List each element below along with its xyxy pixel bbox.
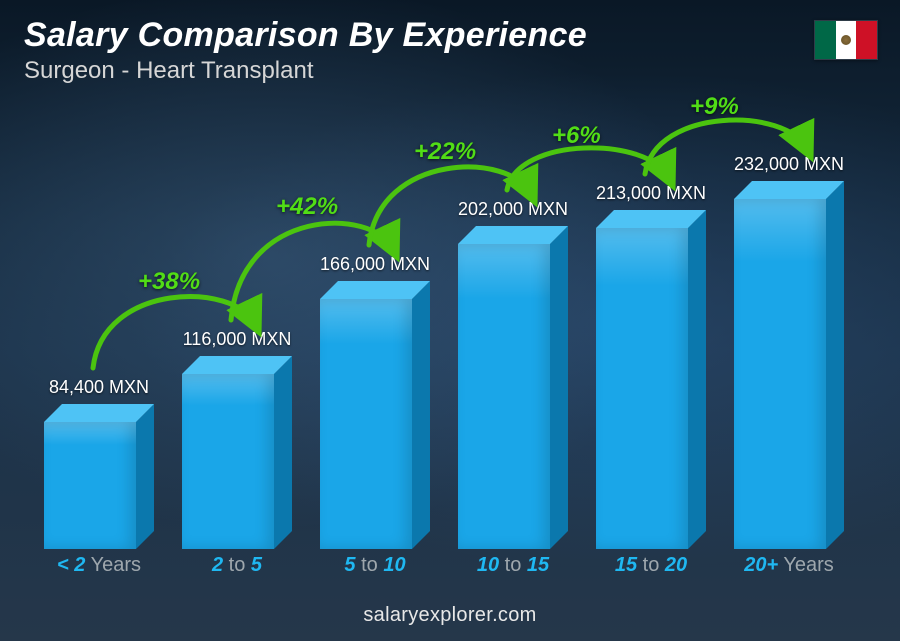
- x-axis-label: 10 to 15: [444, 554, 582, 577]
- bar-value: 116,000 MXN: [183, 329, 292, 350]
- bar-value: 232,000 MXN: [734, 154, 844, 175]
- page-title: Salary Comparison By Experience: [24, 16, 587, 55]
- header: Salary Comparison By Experience Surgeon …: [24, 16, 587, 85]
- salary-bar-chart: 84,400 MXN < 2 Years 116,000 MXN 2 to 5 166,…: [30, 97, 858, 577]
- x-axis-label: < 2 Years: [30, 554, 168, 577]
- bar-value: 166,000 MXN: [320, 254, 430, 275]
- x-axis-label: 5 to 10: [306, 554, 444, 577]
- bar-value: 213,000 MXN: [596, 183, 706, 204]
- x-axis-label: 20+ Years: [720, 554, 858, 577]
- x-axis-label: 15 to 20: [582, 554, 720, 577]
- country-flag-icon: [814, 20, 878, 60]
- footer-brand: salaryexplorer.com: [0, 604, 900, 627]
- percent-change: +38%: [138, 268, 200, 296]
- percent-change: +6%: [552, 122, 601, 150]
- percent-change: +22%: [414, 138, 476, 166]
- page-subtitle: Surgeon - Heart Transplant: [24, 57, 587, 85]
- percent-change: +9%: [690, 93, 739, 121]
- bar-value: 84,400 MXN: [49, 377, 149, 398]
- x-axis-label: 2 to 5: [168, 554, 306, 577]
- percent-change: +42%: [276, 193, 338, 221]
- bar-value: 202,000 MXN: [458, 199, 568, 220]
